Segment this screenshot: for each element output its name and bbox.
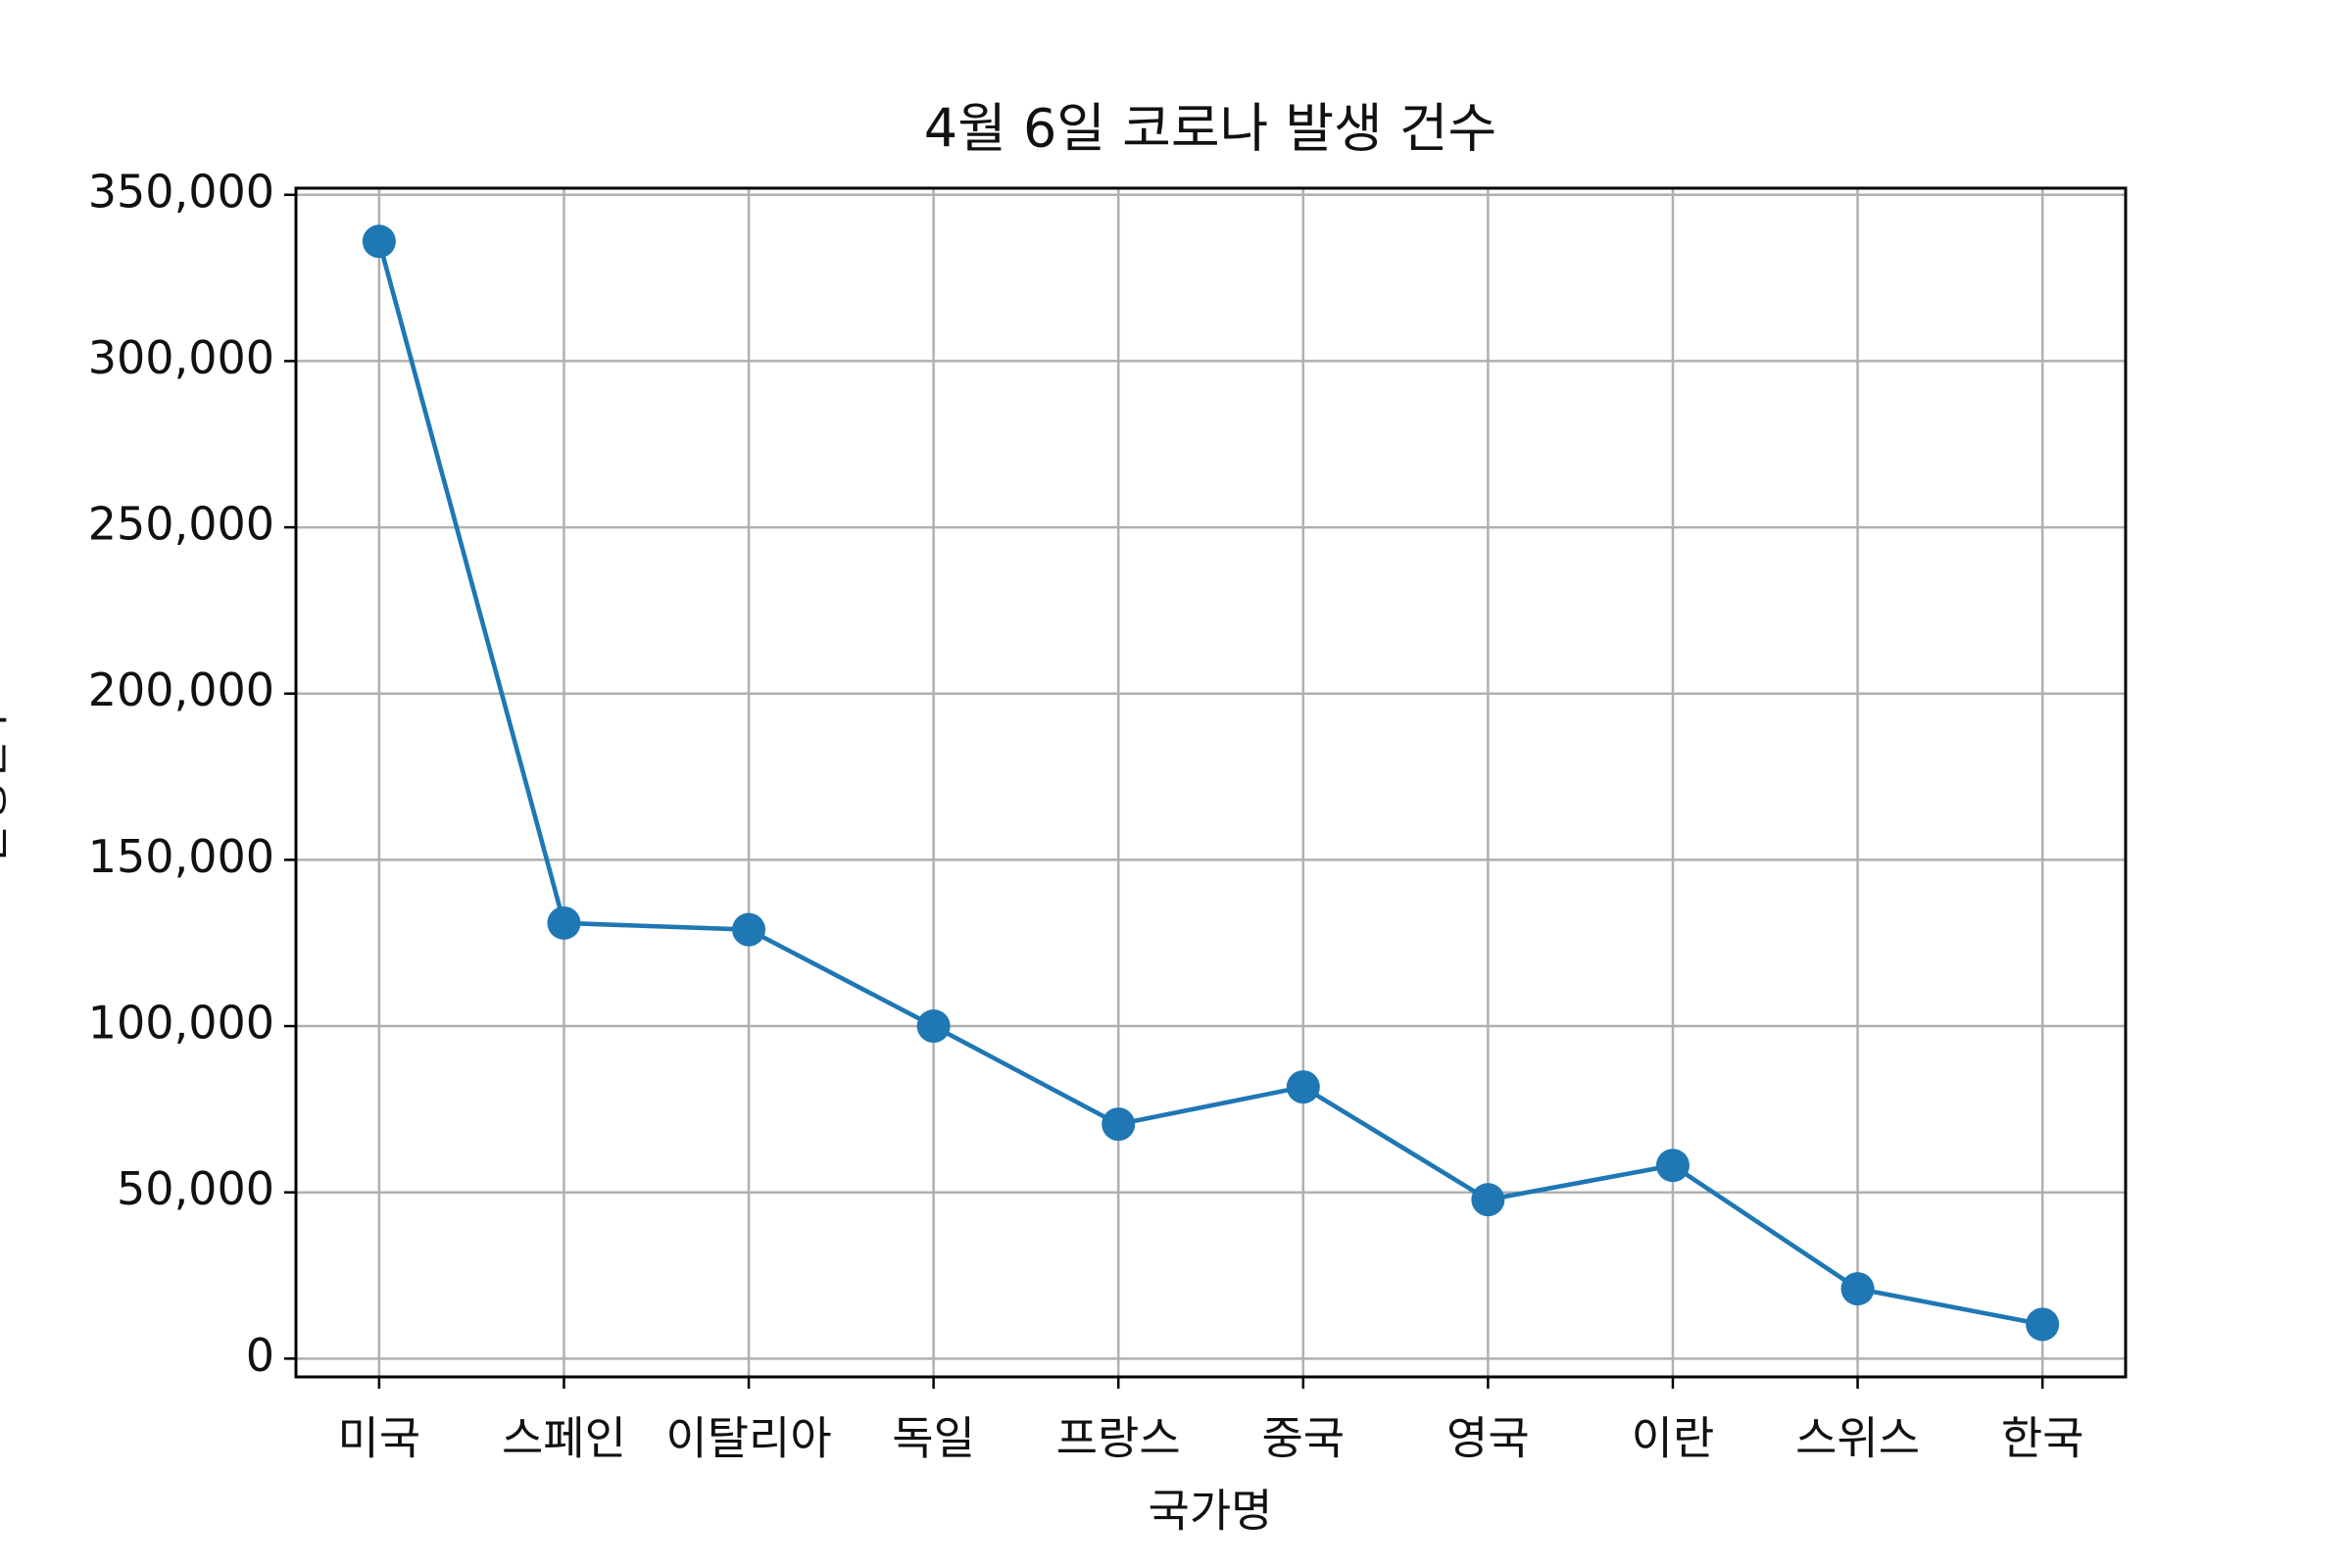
marker — [362, 224, 396, 259]
x-tick-label: 프랑스 — [1056, 1412, 1181, 1465]
marker — [1655, 1149, 1690, 1183]
y-tick-label: 100,000 — [88, 997, 274, 1050]
x-tick-label: 스위스 — [1795, 1412, 1920, 1465]
marker — [1471, 1183, 1505, 1217]
x-tick-label: 독일 — [892, 1412, 975, 1465]
y-axis-label: 발생건수 — [0, 699, 14, 864]
marker — [732, 912, 766, 947]
plot-frame — [294, 186, 2128, 1379]
marker — [1286, 1070, 1320, 1104]
x-tick-label: 영국 — [1446, 1412, 1530, 1465]
x-tick-label: 이란 — [1632, 1412, 1715, 1465]
y-tick-label: 150,000 — [88, 830, 274, 883]
x-axis-label: 국가명 — [1149, 1485, 1273, 1538]
y-tick-label: 250,000 — [88, 498, 274, 551]
x-tick-label: 스페인 — [502, 1412, 626, 1465]
y-tick-label: 0 — [246, 1329, 274, 1382]
y-tick-label: 350,000 — [88, 165, 274, 218]
marker — [1840, 1272, 1875, 1306]
line — [376, 240, 2043, 1327]
marker — [916, 1009, 951, 1044]
y-tick-label: 200,000 — [88, 663, 274, 716]
y-tick-label: 300,000 — [88, 331, 274, 384]
marker — [2026, 1307, 2060, 1342]
x-tick-label: 이탈리아 — [665, 1412, 831, 1465]
x-tick-label: 중국 — [1261, 1412, 1345, 1465]
marker — [1102, 1107, 1136, 1142]
marker — [547, 906, 581, 940]
x-tick-label: 미국 — [338, 1412, 421, 1465]
chart-title: 4월 6일 코로나 발생 건수 — [924, 98, 1497, 160]
x-tick-label: 한국 — [2001, 1412, 2084, 1465]
y-tick-label: 50,000 — [117, 1162, 274, 1215]
